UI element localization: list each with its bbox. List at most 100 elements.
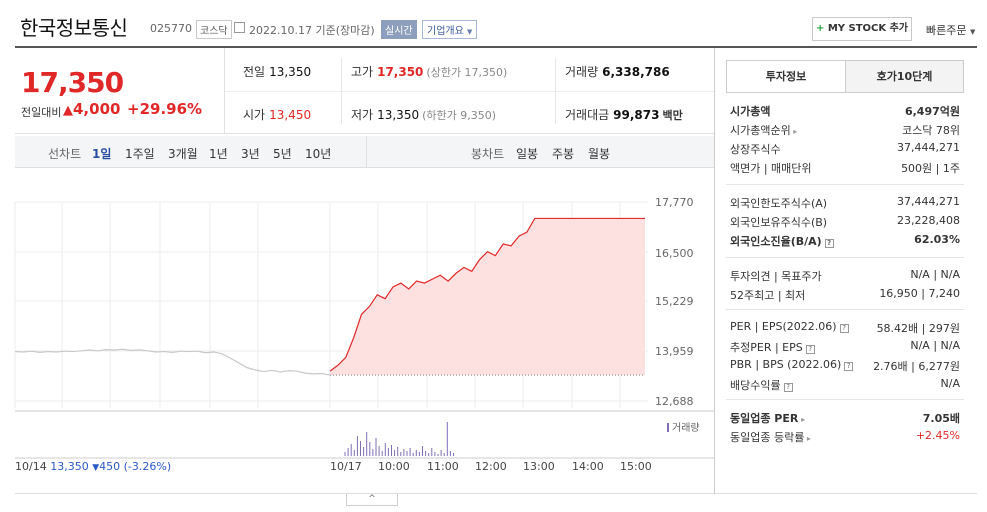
invest-tabs: 투자정보 호가10단계 bbox=[726, 60, 964, 93]
invest-row-value: 2.76배 | 6,277원 bbox=[873, 360, 960, 373]
invest-row: 52주최고 | 최저 16,950 | 7,240 bbox=[730, 287, 960, 305]
invest-row: PBR | BPS (2022.06)? 2.76배 | 6,277원 bbox=[730, 358, 960, 376]
invest-row: 액면가 | 매매단위 500원 | 1주 bbox=[730, 160, 960, 178]
add-mystock-button[interactable]: + MY STOCK 추가 bbox=[812, 17, 912, 41]
group-divider bbox=[726, 399, 964, 400]
y-tick-label: 17,770 bbox=[655, 196, 694, 209]
help-icon[interactable]: ? bbox=[839, 324, 849, 333]
invest-row-value: N/A bbox=[940, 377, 960, 390]
group-divider bbox=[726, 309, 964, 310]
price-change-value: 4,000 bbox=[73, 100, 121, 118]
stat-high: 고가 17,350 (상한가 17,350) bbox=[351, 63, 507, 80]
invest-row: 투자의견 | 목표주가 N/A | N/A bbox=[730, 268, 960, 286]
invest-row-label: 동일업종 PER ▸ bbox=[730, 412, 806, 425]
period-1w[interactable]: 1주일 bbox=[125, 147, 155, 161]
line-chart-label: 선차트 bbox=[48, 147, 82, 161]
invest-row: 외국인소진율(B/A)? 62.03% bbox=[730, 233, 960, 251]
chevron-right-icon[interactable]: ▸ bbox=[790, 127, 798, 136]
today-line bbox=[329, 217, 645, 372]
prev-day-date: 10/14 bbox=[15, 460, 47, 473]
stock-code: 025770 bbox=[150, 22, 192, 35]
candle-daily[interactable]: 일봉 bbox=[516, 147, 539, 161]
invest-row-label: 외국인한도주식수(A) bbox=[730, 197, 828, 210]
stat-label: 시가 bbox=[243, 108, 266, 122]
help-icon[interactable]: ? bbox=[844, 362, 854, 371]
chart-canvas bbox=[14, 201, 714, 459]
stat-value: 99,873 bbox=[613, 108, 660, 122]
corp-overview-dropdown[interactable]: 기업개요 ▼ bbox=[422, 20, 478, 39]
invest-row: 시가총액순위 ▸ 코스닥 78위 bbox=[730, 122, 960, 140]
invest-row-label: 시가총액순위 ▸ bbox=[730, 124, 798, 137]
price-change: ▲4,000 bbox=[63, 100, 120, 118]
stats-divider bbox=[225, 91, 714, 92]
period-3y[interactable]: 3년 bbox=[241, 147, 260, 161]
stat-sub: (하한가 9,350) bbox=[422, 109, 497, 122]
market-badge: 코스닥 bbox=[196, 20, 232, 39]
tab-orderbook[interactable]: 호가10단계 bbox=[845, 61, 963, 92]
stat-value: 13,350 bbox=[269, 65, 312, 79]
candle-monthly[interactable]: 월봉 bbox=[588, 147, 611, 161]
help-icon[interactable]: ? bbox=[824, 239, 834, 248]
help-icon[interactable]: ? bbox=[783, 383, 793, 392]
quick-order-label: 빠른주문 bbox=[926, 24, 967, 37]
price-chart[interactable]: 17,770 16,500 15,229 13,959 12,688 거래량 1… bbox=[0, 168, 714, 498]
period-1y[interactable]: 1년 bbox=[209, 147, 228, 161]
help-icon[interactable]: ? bbox=[805, 345, 815, 354]
period-1d[interactable]: 1일 bbox=[92, 147, 112, 161]
candle-chart-label: 봉차트 bbox=[471, 147, 505, 161]
y-tick-label: 12,688 bbox=[655, 395, 694, 408]
invest-row-value: 16,950 | 7,240 bbox=[879, 287, 960, 300]
quick-order-dropdown[interactable]: 빠른주문 ▼ bbox=[926, 22, 975, 38]
invest-row-value: 23,228,408 bbox=[897, 214, 960, 227]
invest-row-value: 37,444,271 bbox=[897, 141, 960, 154]
calendar-icon bbox=[234, 22, 245, 33]
chevron-right-icon[interactable]: ▸ bbox=[798, 415, 806, 424]
tab-invest-info[interactable]: 투자정보 bbox=[727, 61, 845, 92]
y-tick-label: 15,229 bbox=[655, 295, 694, 308]
period-3m[interactable]: 3개월 bbox=[168, 147, 198, 161]
y-tick-label: 16,500 bbox=[655, 247, 694, 260]
collapse-toggle[interactable]: ^ bbox=[346, 494, 398, 506]
x-tick-label: 12:00 bbox=[475, 460, 507, 473]
period-5y[interactable]: 5년 bbox=[273, 147, 292, 161]
x-tick-label: 14:00 bbox=[572, 460, 604, 473]
bottom-divider bbox=[15, 493, 977, 494]
y-tick-label: 13,959 bbox=[655, 345, 694, 358]
invest-row-label: 추정PER | EPS? bbox=[730, 339, 815, 355]
prev-day-price: 13,350 bbox=[50, 460, 89, 473]
x-tick-label: 11:00 bbox=[427, 460, 459, 473]
stat-low: 저가 13,350 (하한가 9,350) bbox=[351, 106, 496, 123]
stat-label: 거래량 bbox=[565, 65, 599, 79]
invest-row-value: 37,444,271 bbox=[897, 195, 960, 208]
invest-row-label: 시가총액 bbox=[730, 105, 771, 118]
prev-day-info: 10/14 13,350 ▼450 (-3.26%) bbox=[15, 460, 171, 473]
invest-row: 외국인한도주식수(A) 37,444,271 bbox=[730, 195, 960, 213]
invest-row-label: 52주최고 | 최저 bbox=[730, 289, 806, 302]
prev-day-chg: 450 bbox=[99, 460, 121, 473]
stat-sub: (상한가 17,350) bbox=[426, 66, 508, 79]
invest-row-label: 외국인보유주식수(B) bbox=[730, 216, 828, 229]
invest-row-label: PER | EPS(2022.06)? bbox=[730, 320, 849, 333]
change-label: 전일대비 bbox=[21, 106, 62, 119]
stats-vsep bbox=[555, 58, 556, 124]
x-tick-label: 15:00 bbox=[620, 460, 652, 473]
group-divider bbox=[726, 184, 964, 185]
stat-label: 전일 bbox=[243, 65, 266, 79]
invest-row-label: PBR | BPS (2022.06)? bbox=[730, 358, 854, 371]
chevron-down-icon: ▼ bbox=[467, 28, 473, 36]
stat-open: 시가 13,450 bbox=[243, 106, 311, 123]
header-divider bbox=[15, 46, 977, 48]
price-change-rate: +29.96% bbox=[127, 100, 203, 118]
invest-row-value: N/A | N/A bbox=[910, 339, 960, 352]
period-10y[interactable]: 10년 bbox=[305, 147, 332, 161]
invest-row-label: 동일업종 등락률 ▸ bbox=[730, 431, 811, 444]
plus-icon: + bbox=[815, 23, 825, 34]
invest-row: 동일업종 PER ▸ 7.05배 bbox=[730, 410, 960, 428]
invest-row-value: 58.42배 | 297원 bbox=[876, 322, 960, 335]
mystock-label: MY STOCK 추가 bbox=[827, 23, 909, 34]
invest-row-value: +2.45% bbox=[915, 429, 960, 442]
chevron-right-icon[interactable]: ▸ bbox=[804, 434, 811, 443]
realtime-button[interactable]: 실시간 bbox=[381, 20, 417, 39]
invest-row-label: 투자의견 | 목표주가 bbox=[730, 270, 822, 283]
candle-weekly[interactable]: 주봉 bbox=[552, 147, 575, 161]
